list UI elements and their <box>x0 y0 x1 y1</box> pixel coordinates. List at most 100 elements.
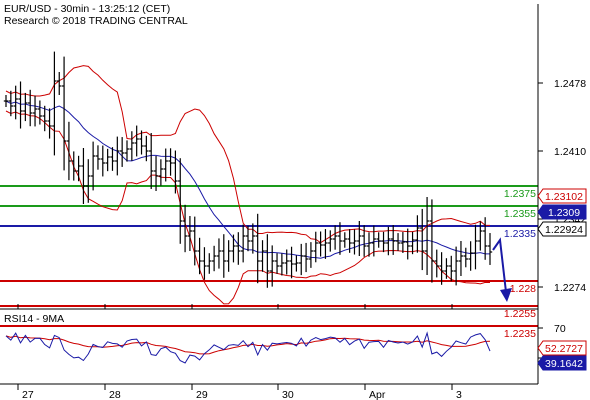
rsi-tag-text: 52.2727 <box>545 343 583 355</box>
price-tag-box <box>537 188 587 204</box>
price-bar <box>434 249 439 278</box>
price-bar <box>357 221 362 256</box>
price-bar <box>270 245 275 287</box>
price-bar <box>86 159 91 203</box>
price-bar <box>18 81 23 129</box>
price-bar <box>400 232 406 253</box>
rsi-tag: 39.1642 <box>537 355 587 371</box>
price-bar <box>8 90 14 117</box>
price-bar <box>265 234 270 288</box>
price-bar <box>187 216 193 251</box>
price-bar <box>424 197 430 275</box>
price-bar <box>313 231 318 263</box>
price-bar <box>163 148 168 182</box>
level-label: 1.2235 <box>504 328 536 340</box>
price-bar <box>129 131 135 161</box>
price-bar <box>332 225 338 250</box>
price-bar <box>487 233 493 265</box>
price-tag: 1.22924 <box>537 221 587 237</box>
price-bar <box>328 230 333 252</box>
price-bar <box>395 233 401 251</box>
price-bar <box>308 242 314 268</box>
price-bar <box>192 216 197 266</box>
price-bar <box>23 92 28 122</box>
price-axis-label: 1.2410 <box>554 146 586 158</box>
rsi-tag-box <box>537 355 587 371</box>
price-bar <box>381 231 386 253</box>
price-bar <box>415 215 420 253</box>
price-bar <box>28 89 33 127</box>
price-bar <box>347 229 352 253</box>
time-axis-label: 27 <box>22 389 34 400</box>
time-axis-label: 29 <box>196 389 208 400</box>
rsi-line <box>5 331 491 364</box>
rsi-tag-text: 39.1642 <box>545 358 583 370</box>
price-tag-box <box>537 204 587 220</box>
price-bar <box>478 221 483 251</box>
price-bar <box>144 135 149 162</box>
price-bar <box>158 159 164 186</box>
price-bar <box>439 252 444 285</box>
price-bar <box>260 240 265 272</box>
price-tag-text: 1.23102 <box>545 191 583 203</box>
price-bar <box>3 95 9 107</box>
price-bar <box>139 130 144 155</box>
price-bar <box>250 223 256 254</box>
price-bar <box>236 232 241 265</box>
price-bar <box>420 208 425 271</box>
price-bar <box>178 158 183 244</box>
forecast-arrowhead <box>500 288 512 302</box>
price-bar <box>134 125 139 157</box>
time-axis-label: 30 <box>282 389 294 400</box>
price-bar <box>352 229 357 255</box>
price-bar <box>149 133 154 189</box>
rsi-axis-label: 70 <box>554 323 566 335</box>
time-axis-label: 28 <box>109 389 121 400</box>
price-bar <box>274 253 280 274</box>
price-bar <box>429 199 435 283</box>
price-bar <box>81 148 86 204</box>
price-bar <box>153 156 159 191</box>
price-bar <box>405 228 410 260</box>
price-bar <box>279 253 285 276</box>
time-axis-label: Apr <box>369 389 386 400</box>
price-bar <box>255 213 260 284</box>
price-bar <box>105 148 110 172</box>
level-label: 1.2375 <box>504 188 536 200</box>
forecast-arrow <box>492 237 512 302</box>
price-bar <box>110 147 115 171</box>
price-tag: 1.2309 <box>537 204 587 220</box>
price-bar <box>449 255 454 282</box>
level-label: 1.2335 <box>504 228 536 240</box>
price-bar <box>294 255 299 272</box>
price-bar <box>124 140 130 162</box>
support-resistance-levels: 1.2375 1.2355 1.2335 1.228 1.2255 1.2235 <box>0 185 538 340</box>
price-bar <box>289 246 294 279</box>
price-bar <box>216 238 222 269</box>
price-bar <box>226 240 231 272</box>
price-bar <box>391 225 396 255</box>
rsi-tag: 52.2727 <box>537 340 587 356</box>
price-bar <box>240 224 246 263</box>
price-bar <box>90 141 96 191</box>
price-tag-box <box>537 221 587 237</box>
price-bar <box>245 225 251 252</box>
price-bar <box>211 245 217 272</box>
price-tags: 1.23102 1.2309 1.22924 52.2727 39.1642 <box>537 188 587 371</box>
price-tag-text: 1.22924 <box>545 224 583 236</box>
price-bar <box>482 217 488 260</box>
price-bar <box>376 232 381 248</box>
price-bar <box>47 108 52 139</box>
price-bar <box>168 148 173 176</box>
bollinger-lower-band <box>5 110 491 305</box>
price-bar <box>453 246 459 286</box>
chart-title: EUR/USD - 30min - 13:25:12 (CET) <box>4 3 170 15</box>
price-bar <box>366 232 372 257</box>
price-axis-label: 1.2274 <box>554 282 586 294</box>
price-bar <box>410 231 415 255</box>
price-bar <box>95 145 101 170</box>
price-bar <box>361 225 367 257</box>
price-bar <box>303 242 309 273</box>
